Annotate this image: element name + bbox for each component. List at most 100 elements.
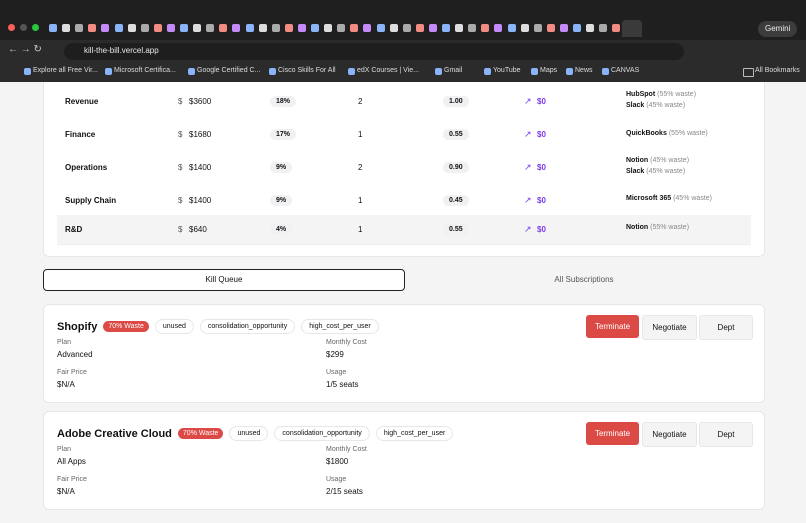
url[interactable]: kill-the-bill.vercel.app [84,46,159,55]
tab-favicon[interactable] [494,24,503,32]
tab-favicon[interactable] [114,24,123,32]
tool: Slack (45% waste) [626,168,685,175]
folder-icon [743,68,754,77]
tab-kill-queue[interactable]: Kill Queue [43,269,405,291]
action-1[interactable]: Negotiate [642,315,697,340]
field-value: $N/A [57,487,75,496]
bookmark[interactable]: YouTube [493,67,521,74]
tab-favicon[interactable] [442,24,450,32]
field-value: 2/15 seats [326,487,363,496]
field-value: 1/5 seats [326,380,359,389]
omnibox[interactable] [64,43,684,60]
department: Operations [65,163,108,172]
subscription-card: Shopify 70% Waste unused consolidation_oppo… [43,304,765,403]
bookmark[interactable]: Gmail [444,67,463,74]
max-dot[interactable] [32,24,39,31]
bookmark[interactable]: edX Courses | Vie... [357,67,419,74]
tab-favicon[interactable] [127,24,136,32]
currency-icon: $ [178,163,183,172]
tab-favicon[interactable] [49,24,57,32]
tab-favicon[interactable] [297,24,306,32]
tab-favicon[interactable] [140,24,149,32]
tool: Notion (45% waste) [626,157,689,164]
action-2[interactable]: Dept [699,315,753,340]
count: 2 [358,96,363,106]
tab-favicon[interactable] [337,24,346,32]
tab-favicon[interactable] [153,24,162,32]
tab-favicon[interactable] [166,24,175,32]
tab-favicon[interactable] [271,24,280,32]
tab-favicon[interactable] [324,24,333,32]
tab-favicon[interactable] [468,24,477,32]
min-dot[interactable] [20,24,27,31]
tab-favicon[interactable] [546,24,555,32]
tab-favicon[interactable] [180,24,188,32]
tab-favicon[interactable] [311,24,319,32]
tab-favicon[interactable] [376,24,385,32]
bookmark[interactable]: Google Certified C... [197,67,261,74]
tab-favicon[interactable] [481,24,490,32]
gemini-button[interactable]: Gemini [758,21,798,37]
tab-favicon[interactable] [245,24,254,32]
all-bookmarks[interactable]: All Bookmarks [755,67,800,74]
tool-waste: (45% waste) [650,157,690,164]
tab-favicon[interactable] [101,24,110,32]
tab-favicon[interactable] [389,24,398,32]
field-value: $1800 [326,457,349,466]
tab-favicon[interactable] [88,24,97,32]
spend: $1680 [189,130,212,139]
action-1[interactable]: Negotiate [642,422,697,447]
field-value: $299 [326,350,344,359]
tool-name: Notion [626,157,649,164]
tab-favicon[interactable] [599,24,608,32]
card-header: Shopify 70% Waste unused consolidation_oppo… [57,318,379,336]
share-badge: 9% [270,162,293,173]
share-badge: 17% [270,129,297,140]
action-2[interactable]: Dept [699,422,753,447]
tab-favicon[interactable] [193,24,202,32]
tab-favicon[interactable] [559,24,568,32]
bookmarks-bar: All Bookmarks Explore all Free Vir... Mic… [0,63,806,83]
bookmark[interactable]: Cisco Skills For All [278,67,336,74]
tab-favicon[interactable] [284,24,293,32]
bookmark[interactable]: Maps [540,67,558,74]
bookmark[interactable]: News [575,67,593,74]
bookmark[interactable]: Explore all Free Vir... [33,67,98,74]
active-tab[interactable] [622,20,642,37]
tab-favicon[interactable] [402,24,411,32]
tab-all-subscriptions[interactable]: All Subscriptions [554,275,614,284]
field-label: Usage [326,369,347,376]
score-badge: 0.55 [443,223,469,235]
tab-favicon[interactable] [573,24,581,32]
tab-favicon[interactable] [612,24,621,32]
tool-waste: (45% waste) [646,101,686,109]
tab-favicon[interactable] [415,24,424,32]
tab-favicon[interactable] [62,24,71,32]
share-badge: 18% [270,95,297,107]
tab-favicon[interactable] [350,24,359,32]
field-value: All Apps [57,457,86,466]
nav-buttons[interactable]: ← → ↻ [8,44,42,55]
score-badge: 1.00 [443,95,469,107]
tab-favicon[interactable] [232,24,241,32]
tab-favicon[interactable] [363,24,372,32]
tab-favicon[interactable] [507,24,516,32]
bookmark[interactable]: CANVAS [611,67,640,74]
tab-favicon[interactable] [533,24,542,32]
tab-favicon[interactable] [520,24,529,32]
table-row: Operations $ $1400 9% 2 0.90 ↗ $0 Notion (45% wa… [57,150,751,187]
tab-favicon[interactable] [206,24,215,32]
count: 1 [358,130,363,139]
bookmark[interactable]: Microsoft Certifica... [114,67,176,74]
field-label: Fair Price [57,369,87,376]
tab-favicon[interactable] [219,24,228,32]
action-0[interactable]: Terminate [586,315,639,338]
tab-favicon[interactable] [586,24,595,32]
close-dot[interactable] [8,24,15,31]
tab-favicon[interactable] [258,24,267,32]
tab-favicon[interactable] [75,24,84,32]
tab-favicon[interactable] [428,24,437,32]
tab-favicon[interactable] [455,24,464,32]
action-0[interactable]: Terminate [586,422,639,445]
tool-waste: (55% waste) [657,90,697,98]
